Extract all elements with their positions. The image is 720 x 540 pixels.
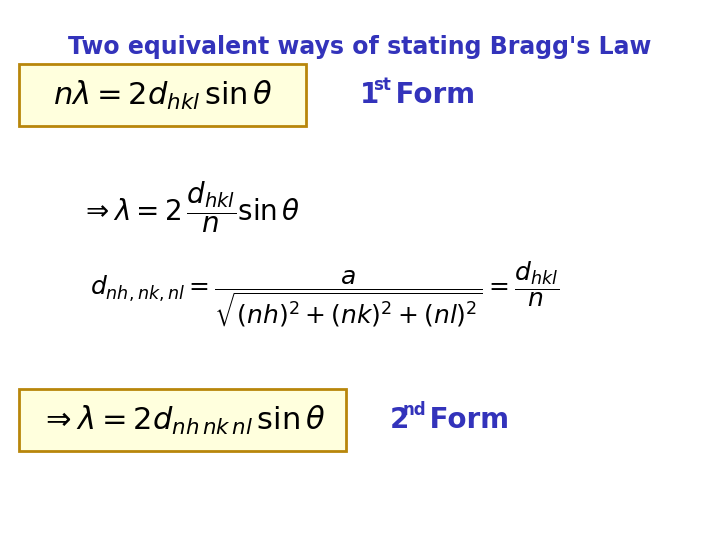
Text: $\Rightarrow \lambda = 2\,\dfrac{d_{hkl}}{n}\sin\theta$: $\Rightarrow \lambda = 2\,\dfrac{d_{hkl}… [80,179,300,235]
Text: $d_{nh,nk,nl} = \dfrac{a}{\sqrt{(nh)^2+(nk)^2+(nl)^2}} = \dfrac{d_{hkl}}{n}$: $d_{nh,nk,nl} = \dfrac{a}{\sqrt{(nh)^2+(… [90,260,559,330]
Text: nd: nd [403,401,427,419]
Text: $\Rightarrow \lambda = 2d_{nh\,nk\,nl}\,\sin\theta$: $\Rightarrow \lambda = 2d_{nh\,nk\,nl}\,… [40,403,325,436]
Text: $n\lambda = 2d_{hkl}\,\sin\theta$: $n\lambda = 2d_{hkl}\,\sin\theta$ [53,78,272,112]
Text: Two equivalent ways of stating Bragg's Law: Two equivalent ways of stating Bragg's L… [68,35,652,59]
Text: Form: Form [420,406,509,434]
Text: st: st [373,76,391,94]
FancyBboxPatch shape [19,389,346,451]
Text: 2: 2 [390,406,410,434]
Text: 1: 1 [360,81,379,109]
Text: Form: Form [386,81,475,109]
FancyBboxPatch shape [19,64,306,126]
